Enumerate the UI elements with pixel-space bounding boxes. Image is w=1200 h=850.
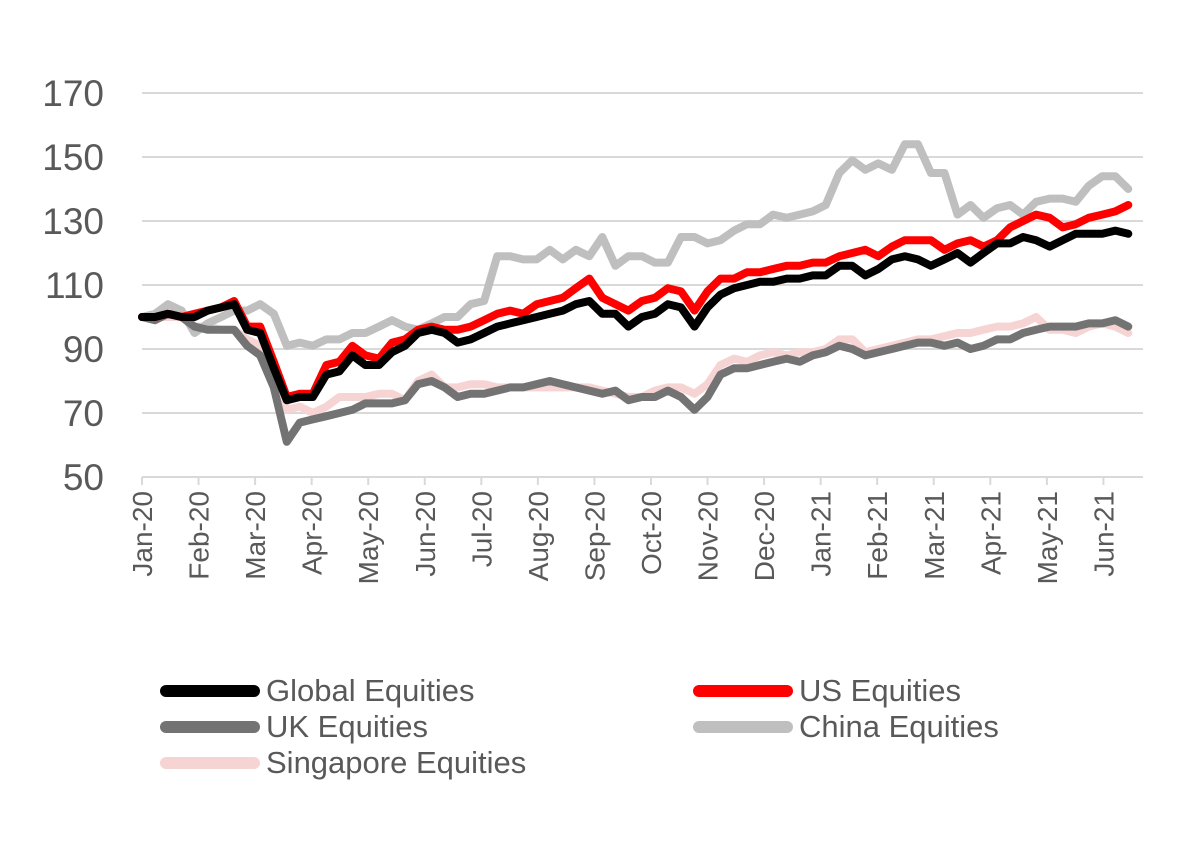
x-axis-tick-labels: Jan-20 Feb-20 Mar-20 Apr-20 May-20 Jun-20 Jul-…	[127, 491, 1119, 584]
legend-item-uk-equities: UK Equities	[160, 709, 428, 745]
legend-label-china-equities: China Equities	[799, 709, 999, 744]
x-tick-label: Jun-21	[1088, 491, 1119, 577]
x-tick-label: May-21	[1032, 491, 1063, 584]
x-tick-label: Jan-21	[806, 491, 837, 577]
y-tick-label: 130	[42, 201, 104, 242]
x-tick-label: Dec-20	[749, 491, 780, 581]
y-tick-label: 90	[63, 329, 104, 370]
x-axis	[141, 476, 1143, 485]
legend-item-global-equities: Global Equities	[160, 673, 475, 709]
x-tick-label: Jun-20	[410, 491, 441, 577]
legend-swatch-global-equities	[160, 685, 260, 697]
x-tick-label: Jan-20	[127, 491, 158, 577]
gridlines	[142, 92, 1143, 414]
x-tick-label: Oct-20	[636, 491, 667, 575]
x-tick-label: Mar-20	[240, 491, 271, 580]
y-tick-label: 170	[42, 73, 104, 114]
series-line-global-equities	[138, 226, 1133, 405]
x-tick-label: Apr-20	[297, 491, 328, 575]
legend-label-uk-equities: UK Equities	[266, 709, 428, 744]
legend-item-singapore-equities: Singapore Equities	[160, 745, 526, 781]
x-tick-label: May-20	[353, 491, 384, 584]
legend-swatch-us-equities	[693, 685, 793, 697]
legend-label-singapore-equities: Singapore Equities	[266, 745, 527, 780]
legend-label-global-equities: Global Equities	[266, 673, 475, 708]
x-tick-label: Feb-21	[862, 491, 893, 580]
x-tick-label: Nov-20	[693, 491, 724, 581]
series-line-china-equities	[138, 140, 1133, 350]
legend-label-us-equities: US Equities	[799, 673, 961, 708]
legend-swatch-china-equities	[693, 721, 793, 733]
y-tick-label: 150	[42, 137, 104, 178]
legend-swatch-singapore-equities	[160, 757, 260, 769]
series-lines	[138, 140, 1133, 446]
series-line-us-equities	[138, 201, 1133, 401]
x-tick-label: Feb-20	[184, 491, 215, 580]
x-tick-label: Aug-20	[523, 491, 554, 581]
y-tick-label: 70	[63, 393, 104, 434]
x-tick-label: Sep-20	[579, 491, 610, 581]
x-tick-label: Apr-21	[975, 491, 1006, 575]
legend-swatch-uk-equities	[160, 721, 260, 733]
y-axis-tick-labels: 50 70 90 110 130 150 170	[42, 73, 104, 498]
y-tick-label: 110	[45, 265, 104, 306]
legend-item-us-equities: US Equities	[693, 673, 961, 709]
x-tick-label: Jul-20	[466, 491, 497, 567]
y-tick-label: 50	[63, 457, 104, 498]
legend: Global Equities US Equities UK Equities …	[160, 673, 1060, 783]
legend-item-china-equities: China Equities	[693, 709, 999, 745]
series-line-uk-equities	[138, 309, 1133, 446]
x-tick-label: Mar-21	[919, 491, 950, 580]
